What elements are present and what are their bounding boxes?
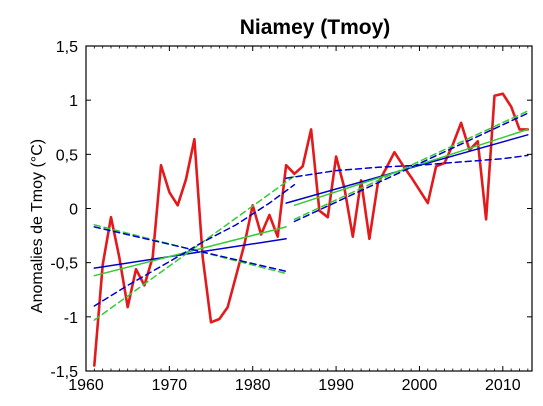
x-tick-label-1980: 1980 [235,377,271,394]
tick-layer: 1960 1970 1980 1990 2000 2010 -1,5 -1 -0,5 0 0,5 1 1… [50,39,532,394]
series-line-4 [293,128,529,207]
x-tick-label-1960: 1960 [68,377,104,394]
y-tick-label: -0,5 [50,256,78,273]
y-tick-label: -1,5 [50,364,78,381]
chart-title: Niamey (Tmoy) [240,16,391,39]
series-layer [93,92,530,367]
series-line-3 [93,226,287,277]
y-tick-label: -1 [64,310,78,327]
series-line-1 [93,238,287,269]
y-tick-label: 1,5 [56,39,78,56]
series-line-10 [93,183,296,307]
series-line-6 [93,224,287,275]
plot-frame [85,45,533,372]
series-line-0 [93,92,530,367]
x-tick-label-2010: 2010 [485,377,521,394]
y-tick-label: 1 [69,93,78,110]
series-line-8 [93,226,287,273]
series-line-7 [293,110,529,221]
x-tick-label-1970: 1970 [152,377,188,394]
series-line-5 [93,175,296,321]
y-tick-label: 0,5 [56,147,78,164]
x-tick-label-2000: 2000 [402,377,438,394]
y-tick-label: 0 [69,202,78,219]
series-line-11 [285,154,529,179]
series-line-9 [293,112,529,223]
x-tick-label-1990: 1990 [318,377,354,394]
y-axis-label: Anomalies de Tmoy (°C) [29,139,46,313]
